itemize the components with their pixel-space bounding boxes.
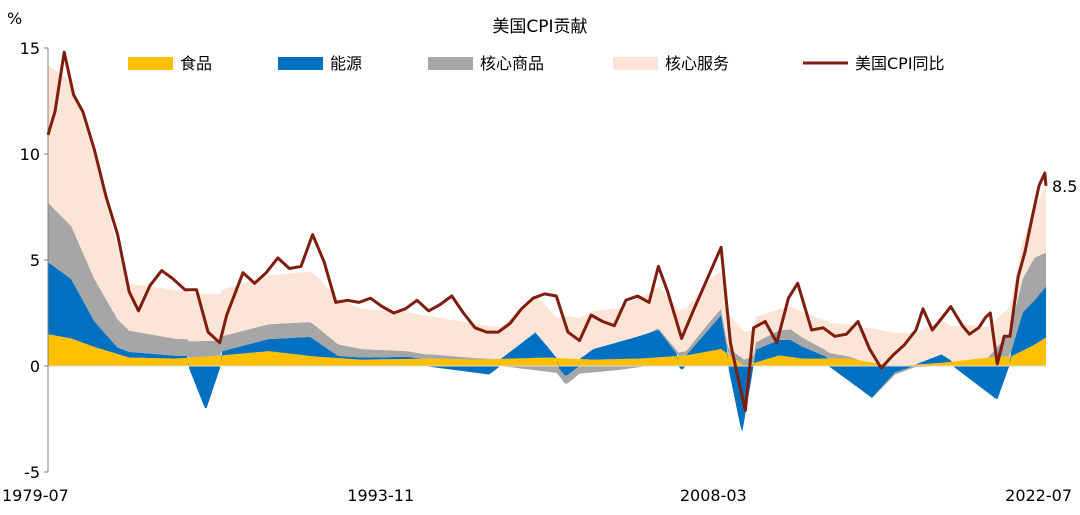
y-tick-label: 15: [20, 39, 40, 58]
line-layer: [46, 50, 1048, 412]
legend-label-core-goods: 核心商品: [480, 54, 544, 73]
legend-swatch-food: [128, 57, 173, 70]
y-tick-label: 10: [20, 145, 40, 164]
legend-label-food: 食品: [180, 54, 212, 73]
series-layer: [48, 65, 1046, 432]
tick-layer: 15 10 5 0 -5 1979-07 1993-11 2008-03 2022-07: [2, 39, 1072, 505]
chart-title: 美国CPI贡献: [492, 17, 587, 37]
legend-swatch-core-services: [613, 57, 658, 70]
legend-label-core-services: 核心服务: [665, 54, 729, 73]
y-tick-label: 0: [30, 357, 40, 376]
y-unit-label: %: [7, 9, 22, 28]
x-tick-label: 1979-07: [2, 486, 69, 505]
x-tick-label: 2022-07: [1005, 486, 1072, 505]
legend-label-energy: 能源: [330, 54, 362, 73]
legend-swatch-energy: [278, 57, 323, 70]
legend: 食品 能源 核心商品 核心服务 美国CPI同比: [128, 54, 945, 73]
legend-swatch-core-goods: [428, 57, 473, 70]
x-tick-label: 1993-11: [347, 486, 414, 505]
y-tick-label: 5: [30, 251, 40, 270]
area-series-energy: [48, 262, 1046, 432]
legend-label-cpi-yoy: 美国CPI同比: [855, 54, 945, 73]
x-tick-label: 2008-03: [680, 486, 747, 505]
line-series-cpi-yoy: [46, 50, 1048, 412]
last-value-label: 8.5: [1052, 177, 1077, 196]
area-series-core-services: [48, 65, 1046, 366]
y-tick-label: -5: [24, 463, 40, 482]
area-series-food: [48, 334, 1046, 366]
